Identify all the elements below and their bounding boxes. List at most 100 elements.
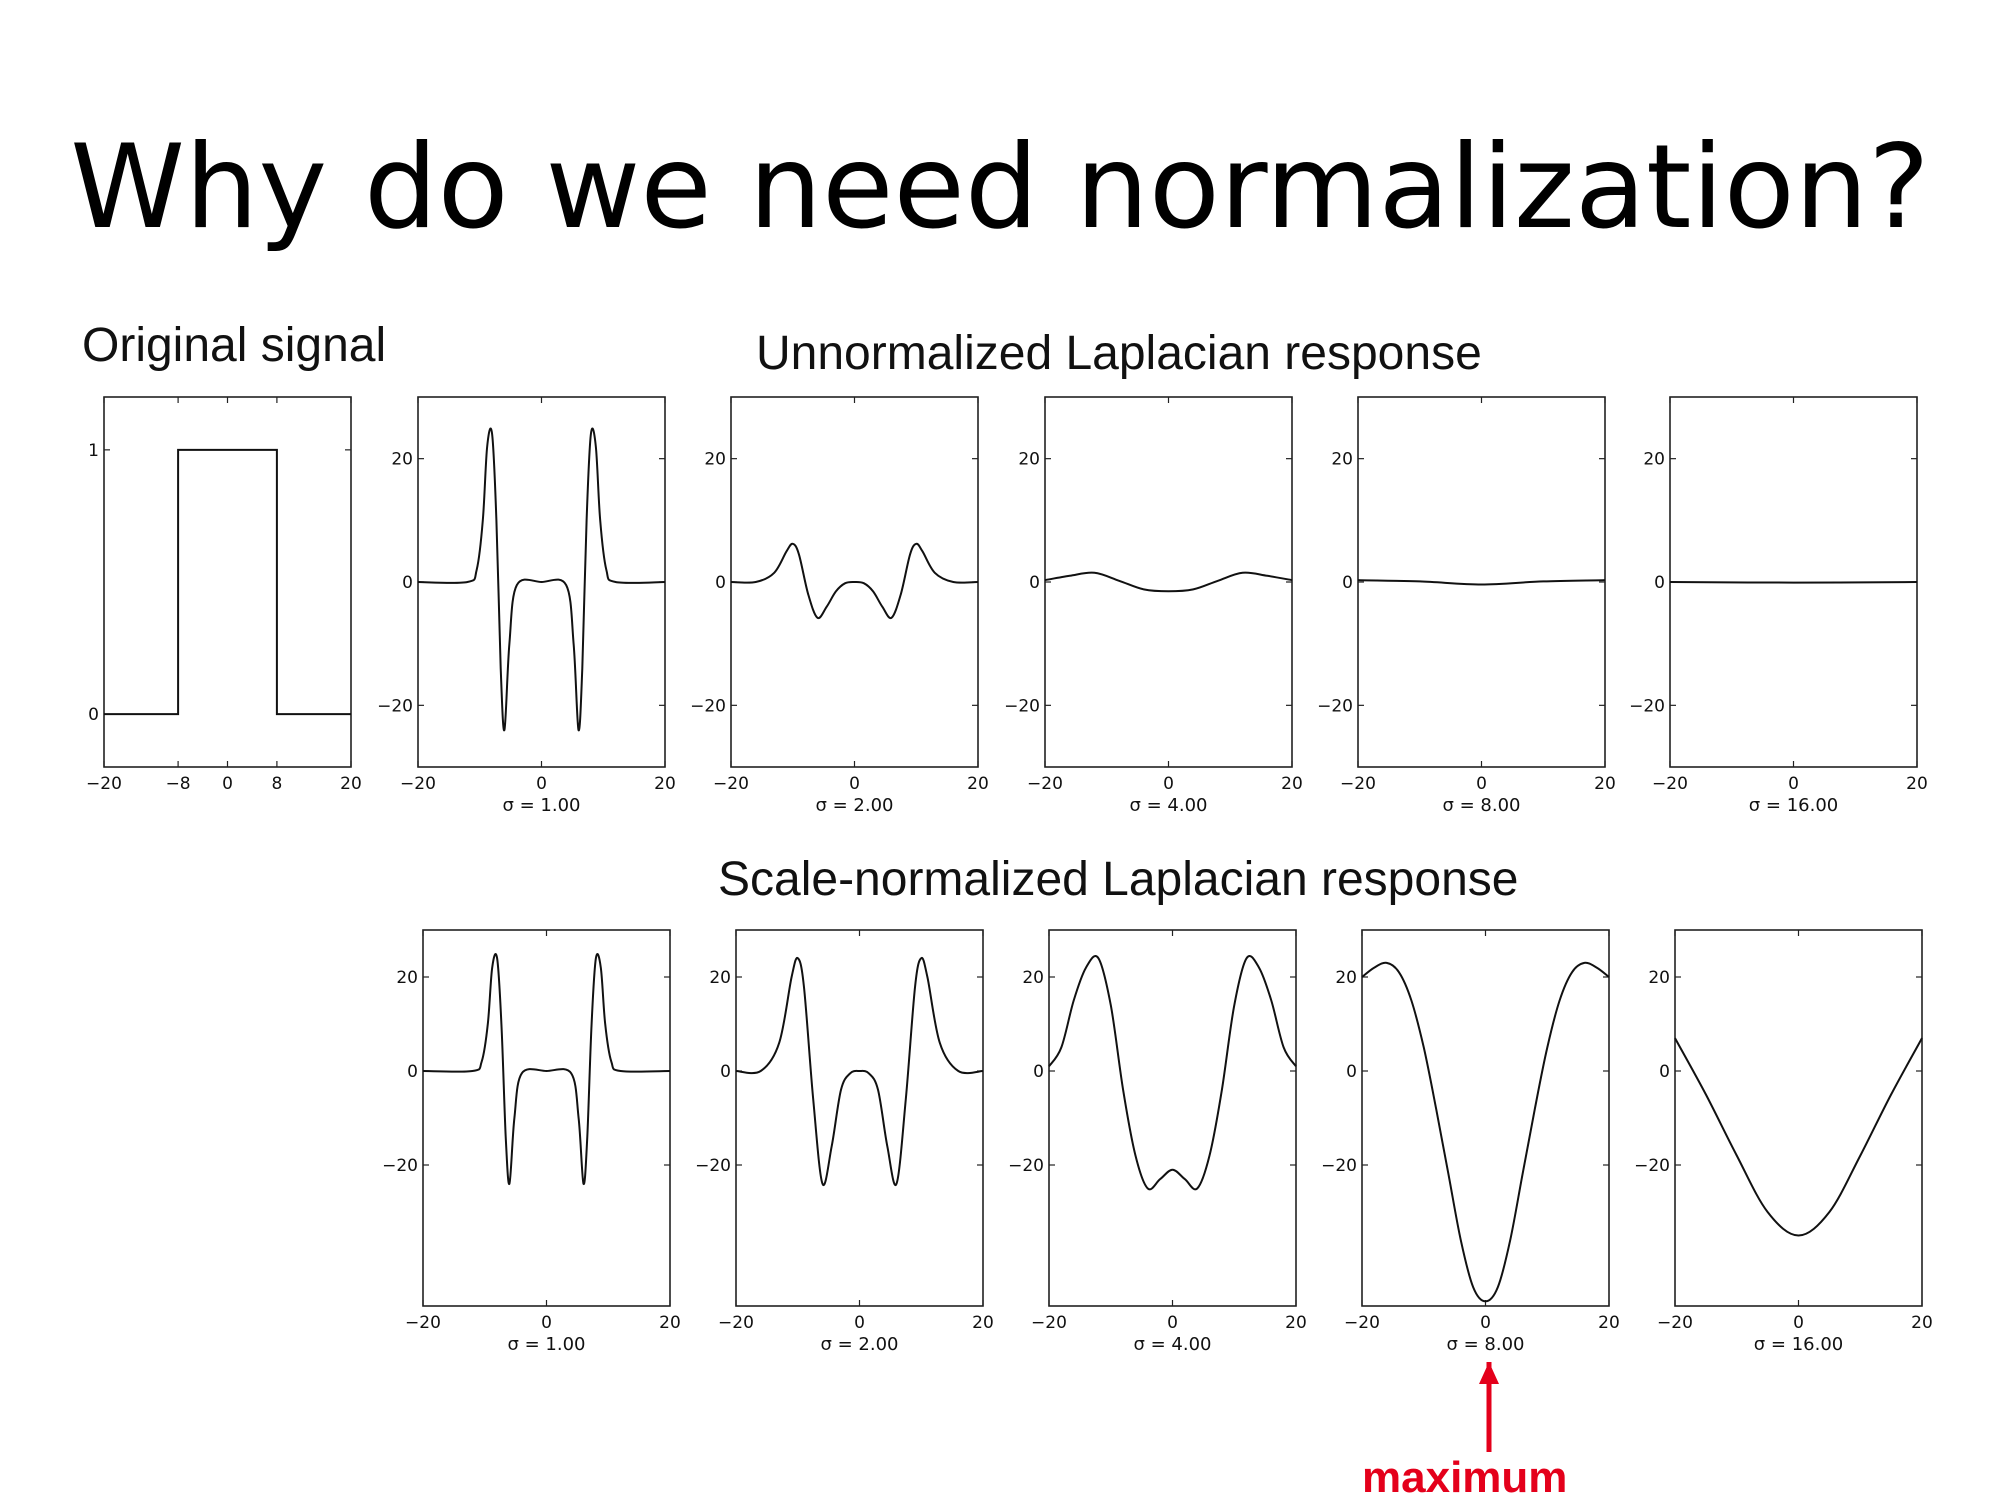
- normalized-response-label: Scale-normalized Laplacian response: [718, 853, 1519, 906]
- x-tick-label: 20: [967, 774, 989, 794]
- y-tick-label: 0: [1659, 1062, 1670, 1082]
- chart-unnorm-2: −20 0 20 20 0 −20 σ = 2.00: [690, 396, 989, 816]
- x-tick-label: 20: [659, 1313, 681, 1333]
- x-axis-label: σ = 1.00: [502, 795, 580, 816]
- y-tick-label: −20: [1629, 696, 1665, 716]
- series-line: [1044, 571, 1293, 593]
- maximum-label: maximum: [1362, 1453, 1568, 1502]
- y-tick-label: −20: [695, 1156, 731, 1176]
- y-tick-label: 20: [1018, 450, 1040, 470]
- y-tick-label: 20: [1331, 450, 1353, 470]
- x-axis-label: σ = 2.00: [815, 795, 893, 816]
- y-tick-label: 0: [1342, 573, 1353, 593]
- chart-norm-8: −20 0 20 20 0 −20 σ = 8.00: [1321, 929, 1620, 1355]
- x-tick-label: 0: [1163, 774, 1174, 794]
- y-tick-label: 0: [1033, 1062, 1044, 1082]
- x-tick-label: 0: [541, 1313, 552, 1333]
- x-tick-label: 0: [1793, 1313, 1804, 1333]
- maximum-arrow: [1479, 1362, 1499, 1452]
- x-tick-label: 0: [222, 774, 233, 794]
- x-tick-label: −20: [1027, 774, 1063, 794]
- y-tick-label: 0: [88, 705, 99, 725]
- y-tick-label: 20: [709, 968, 731, 988]
- unnormalized-response-label: Unnormalized Laplacian response: [756, 327, 1482, 380]
- chart-unnorm-16: −20 0 20 20 0 −20 σ = 16.00: [1629, 396, 1928, 816]
- x-tick-label: −20: [713, 774, 749, 794]
- series-line: [1674, 1037, 1923, 1237]
- chart-unnorm-8: −20 0 20 20 0 −20 σ = 8.00: [1317, 396, 1616, 816]
- chart-norm-2: −20 0 20 20 0 −20 σ = 2.00: [695, 929, 994, 1355]
- x-tick-label: 20: [1285, 1313, 1307, 1333]
- x-axis-label: σ = 4.00: [1133, 1334, 1211, 1355]
- x-tick-label: 0: [1167, 1313, 1178, 1333]
- x-tick-label: 20: [972, 1313, 994, 1333]
- x-tick-label: 20: [1598, 1313, 1620, 1333]
- y-tick-label: 20: [396, 968, 418, 988]
- y-tick-label: 20: [1643, 450, 1665, 470]
- plot-frame: [1048, 929, 1297, 1307]
- y-tick-label: −20: [1004, 696, 1040, 716]
- x-axis-label: σ = 8.00: [1446, 1334, 1524, 1355]
- x-tick-label: 0: [854, 1313, 865, 1333]
- x-tick-label: 20: [654, 774, 676, 794]
- plot-frame: [1674, 929, 1923, 1307]
- x-tick-label: −20: [1652, 774, 1688, 794]
- y-tick-label: −20: [690, 696, 726, 716]
- plot-frame: [1044, 396, 1293, 768]
- x-tick-label: 20: [1594, 774, 1616, 794]
- x-tick-label: 20: [340, 774, 362, 794]
- y-tick-label: −20: [1321, 1156, 1357, 1176]
- y-tick-label: 0: [715, 573, 726, 593]
- y-tick-label: 20: [1335, 968, 1357, 988]
- series-line: [730, 542, 979, 620]
- y-tick-label: 0: [1346, 1062, 1357, 1082]
- x-tick-label: −8: [166, 774, 191, 794]
- x-tick-label: 8: [271, 774, 282, 794]
- x-tick-label: 0: [1788, 774, 1799, 794]
- y-tick-label: 20: [1648, 968, 1670, 988]
- x-tick-label: −20: [400, 774, 436, 794]
- y-tick-label: 0: [1654, 573, 1665, 593]
- original-signal-label: Original signal: [82, 319, 387, 372]
- y-tick-label: −20: [1008, 1156, 1044, 1176]
- y-tick-label: 0: [720, 1062, 731, 1082]
- plot-frame: [422, 929, 671, 1307]
- y-tick-label: 0: [407, 1062, 418, 1082]
- series-line: [735, 956, 984, 1187]
- y-tick-label: 20: [704, 450, 726, 470]
- plot-frame: [1357, 396, 1606, 768]
- plot-frame: [1361, 929, 1610, 1307]
- x-tick-label: 0: [849, 774, 860, 794]
- x-tick-label: −20: [1344, 1313, 1380, 1333]
- x-tick-label: −20: [1031, 1313, 1067, 1333]
- x-axis-label: σ = 2.00: [820, 1334, 898, 1355]
- y-tick-label: −20: [377, 696, 413, 716]
- x-tick-label: −20: [1657, 1313, 1693, 1333]
- series-line: [1048, 955, 1297, 1191]
- series-line: [1361, 961, 1610, 1303]
- y-tick-label: −20: [382, 1156, 418, 1176]
- x-axis-label: σ = 16.00: [1754, 1334, 1843, 1355]
- x-tick-label: −20: [86, 774, 122, 794]
- y-tick-label: 1: [88, 441, 99, 461]
- x-tick-label: −20: [1340, 774, 1376, 794]
- x-tick-label: 20: [1906, 774, 1928, 794]
- x-tick-label: 0: [536, 774, 547, 794]
- chart-norm-4: −20 0 20 20 0 −20 σ = 4.00: [1008, 929, 1307, 1355]
- plot-frame: [103, 396, 352, 768]
- x-tick-label: 0: [1476, 774, 1487, 794]
- x-tick-label: 20: [1281, 774, 1303, 794]
- x-tick-label: −20: [405, 1313, 441, 1333]
- chart-norm-16: −20 0 20 20 0 −20 σ = 16.00: [1634, 929, 1933, 1355]
- series-line: [417, 427, 666, 732]
- plot-frame: [735, 929, 984, 1307]
- chart-original: −20 −8 0 8 20 0 1: [86, 396, 362, 794]
- x-tick-label: −20: [718, 1313, 754, 1333]
- y-tick-label: 0: [1029, 573, 1040, 593]
- series-line: [422, 953, 671, 1185]
- y-tick-label: 20: [391, 450, 413, 470]
- series-line: [104, 448, 351, 716]
- slide-title: Why do we need normalization?: [70, 120, 1930, 255]
- y-tick-label: 0: [402, 573, 413, 593]
